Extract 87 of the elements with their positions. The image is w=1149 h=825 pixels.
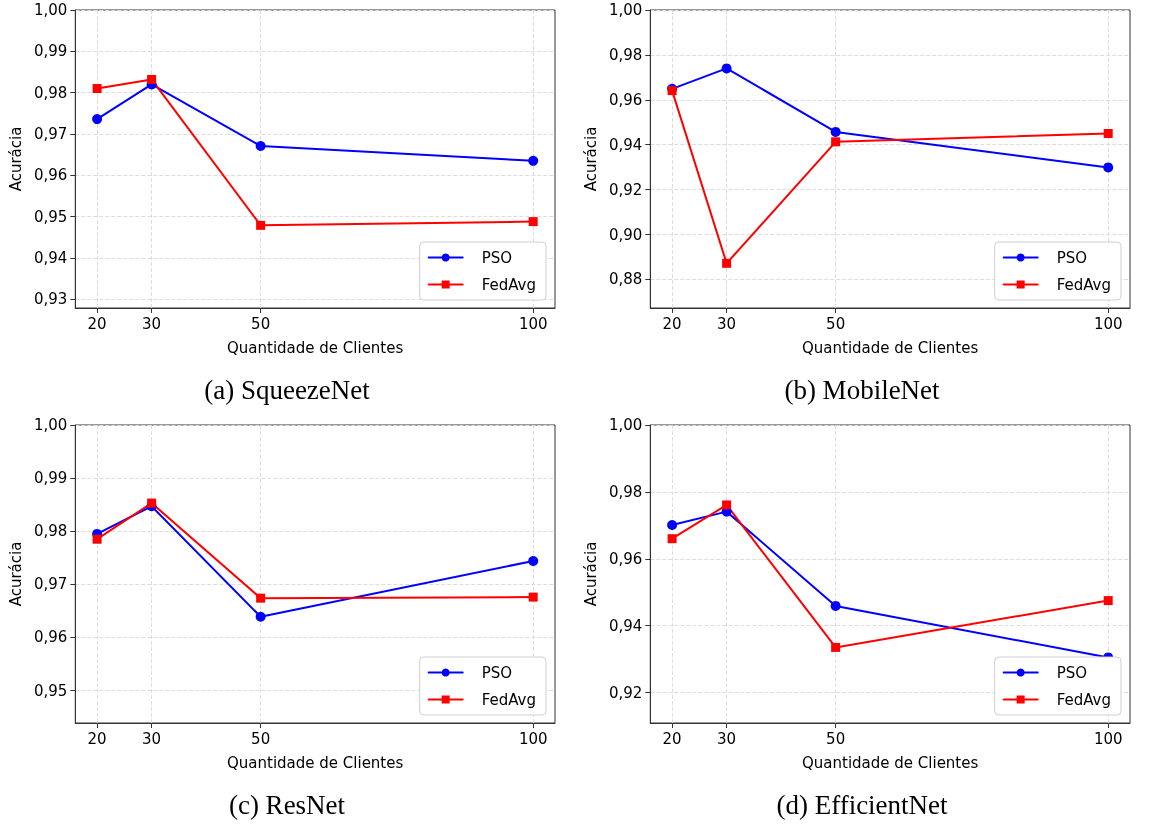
y-tick-label: 0,99 (33, 469, 68, 488)
legend-label: FedAvg (481, 690, 537, 709)
point (722, 500, 732, 510)
x-axis-title: Quantidade de Clientes (227, 753, 404, 772)
x-tick-label: 50 (251, 729, 271, 748)
x-tick-label: 20 (87, 729, 107, 748)
y-tick-label: 0,93 (33, 290, 68, 309)
point (1103, 162, 1114, 173)
y-tick-label: 0,98 (33, 522, 68, 541)
x-axis-title: Quantidade de Clientes (802, 753, 979, 772)
x-axis-title: Quantidade de Clientes (227, 338, 404, 357)
legend-label: PSO (1056, 248, 1088, 267)
point (92, 84, 102, 94)
point (147, 498, 157, 508)
y-tick-label: 0,96 (33, 628, 68, 647)
point (1103, 596, 1113, 606)
text: (d) EfficientNet (776, 789, 949, 820)
y-tick-label: 0,90 (608, 225, 643, 244)
y-tick-label: 0,96 (608, 549, 643, 568)
x-axis-title: Quantidade de Clientes (802, 338, 979, 357)
point (528, 155, 539, 166)
legend-label: FedAvg (481, 275, 537, 294)
x-tick-label: 20 (662, 729, 682, 748)
x-tick-label: 30 (717, 314, 737, 333)
y-tick-label: 0,92 (608, 683, 643, 702)
y-tick-label: 0,97 (33, 124, 68, 143)
y-tick-label: 0,94 (608, 135, 643, 154)
text: (a) SqueezeNet (204, 374, 371, 405)
point (831, 137, 841, 147)
point (1103, 129, 1113, 139)
y-tick-label: 0,94 (608, 616, 643, 635)
y-tick-label: 0,98 (33, 83, 68, 102)
point (830, 600, 841, 611)
point (722, 258, 732, 268)
x-tick-label: 100 (1093, 314, 1123, 333)
x-tick-label: 50 (251, 314, 271, 333)
y-tick-label: 1,00 (608, 416, 643, 434)
legend-label: FedAvg (1056, 275, 1112, 294)
point (92, 534, 102, 544)
x-tick-label: 100 (518, 314, 548, 333)
y-tick-label: 1,00 (33, 1, 68, 19)
x-tick-label: 20 (662, 314, 682, 333)
y-tick-label: 0,98 (608, 45, 643, 64)
point (830, 126, 841, 137)
point (256, 220, 266, 230)
y-tick-label: 1,00 (33, 416, 68, 434)
y-axis-title: Acurácia (6, 541, 25, 607)
point (721, 63, 732, 74)
point (255, 611, 266, 622)
point (256, 593, 266, 603)
point (528, 555, 539, 566)
y-tick-label: 0,94 (33, 248, 68, 267)
point (92, 114, 103, 125)
y-tick-label: 0,98 (608, 482, 643, 501)
y-tick-label: 0,96 (608, 90, 643, 109)
y-tick-label: 0,97 (33, 575, 68, 594)
point (831, 642, 841, 652)
x-tick-label: 30 (717, 729, 737, 748)
x-tick-label: 100 (518, 729, 548, 748)
point (147, 74, 157, 84)
legend-label: PSO (1056, 663, 1088, 682)
y-tick-label: 0,95 (33, 207, 68, 226)
point (528, 592, 538, 602)
x-tick-label: 30 (142, 729, 162, 748)
x-tick-label: 20 (87, 314, 107, 333)
y-axis-title: Acurácia (581, 541, 600, 607)
y-tick-label: 0,99 (33, 42, 68, 61)
x-tick-label: 50 (826, 729, 846, 748)
point (528, 217, 538, 227)
legend-label: PSO (481, 248, 513, 267)
y-tick-label: 1,00 (608, 1, 643, 19)
y-tick-label: 0,88 (608, 270, 643, 289)
x-tick-label: 30 (142, 314, 162, 333)
y-axis-title: Acurácia (581, 126, 600, 192)
text: (c) ResNet (228, 789, 346, 820)
x-tick-label: 100 (1093, 729, 1123, 748)
point (667, 534, 677, 544)
point (667, 520, 678, 530)
x-tick-label: 50 (826, 314, 846, 333)
text: (b) MobileNet (784, 374, 941, 405)
legend-label: PSO (481, 663, 513, 682)
y-tick-label: 0,92 (608, 180, 643, 199)
point (255, 140, 266, 151)
y-tick-label: 0,95 (33, 681, 68, 700)
y-axis-title: Acurácia (6, 126, 25, 192)
legend-label: FedAvg (1056, 690, 1112, 709)
y-tick-label: 0,96 (33, 166, 68, 185)
